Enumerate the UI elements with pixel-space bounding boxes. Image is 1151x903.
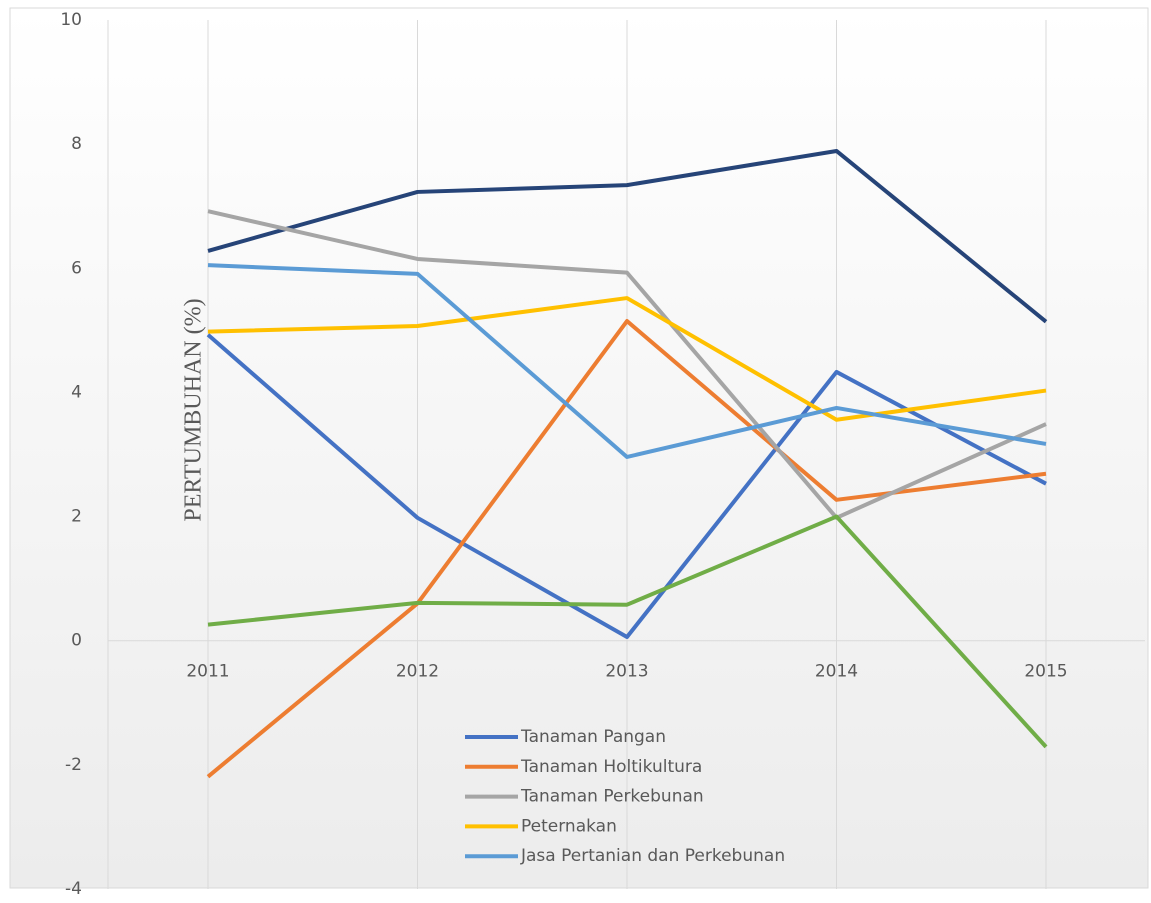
x-tick-label: 2012 (396, 662, 439, 682)
series-line (207, 514, 1048, 749)
y-tick-label: 8 (71, 134, 82, 154)
y-tick-label: 4 (71, 382, 82, 402)
series-line (207, 148, 1048, 324)
y-tick-label: 10 (60, 10, 82, 30)
x-tick-label: 2015 (1024, 662, 1067, 682)
series-line (207, 263, 1047, 459)
x-tick-label: 2013 (605, 662, 648, 682)
legend-label: Peternakan (521, 816, 617, 836)
y-tick-label: -2 (65, 755, 82, 775)
legend-label: Jasa Pertanian dan Perkebunan (520, 846, 785, 866)
series-line (207, 296, 1047, 422)
legend-label: Tanaman Holtikultura (520, 757, 702, 777)
y-tick-label: 0 (71, 631, 82, 651)
y-tick-label: 6 (71, 258, 82, 278)
y-tick-label: -4 (65, 879, 82, 899)
series-line (206, 319, 1047, 779)
y-tick-label: 2 (71, 507, 82, 527)
x-tick-label: 2011 (186, 662, 229, 682)
legend-label: Tanaman Perkebunan (520, 787, 704, 807)
series-line (207, 209, 1047, 520)
legend-label: Tanaman Pangan (520, 727, 666, 747)
x-tick-label: 2014 (815, 662, 858, 682)
y-axis-label: PERTUMBUHAN (%) (181, 298, 207, 521)
chart-background (9, 7, 1149, 889)
